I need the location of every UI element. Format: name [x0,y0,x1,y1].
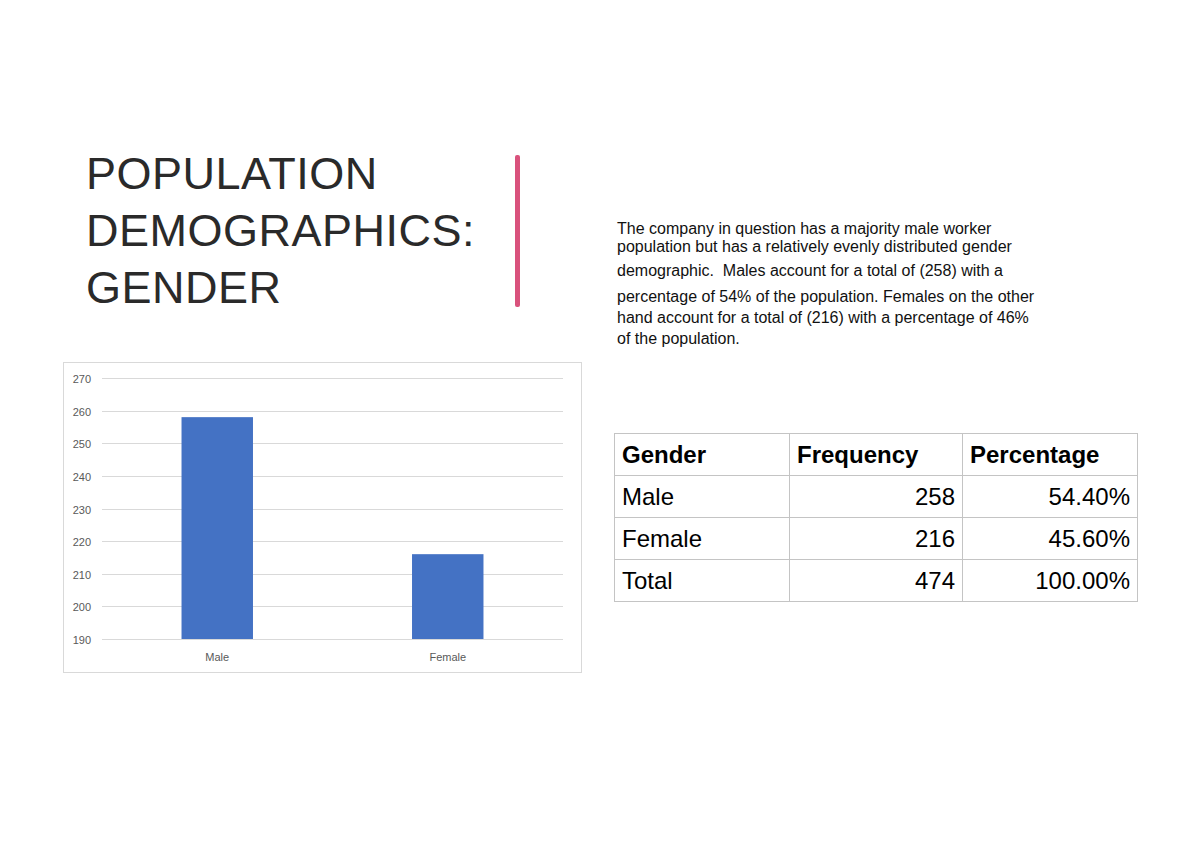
header-cell: Percentage [963,434,1138,476]
paragraph-line: percentage of 54% of the population. Fem… [617,287,1034,307]
table-cell: 45.60% [963,518,1138,560]
bar [182,417,253,639]
table-cell: Female [615,518,790,560]
y-tick-label: 210 [73,569,91,581]
table-cell: 258 [790,476,963,518]
header-row: GenderFrequencyPercentage [615,434,1138,476]
title-line: POPULATION [86,148,378,200]
table-cell: Total [615,560,790,602]
page: {"slide": {"title": ["POPULATION", "DEMO… [0,0,1200,849]
paragraph-line: hand account for a total of (216) with a… [617,308,1029,328]
paragraph-line: The company in question has a majority m… [617,219,991,239]
title-line: GENDER [86,262,282,314]
paragraph-line: demographic. Males account for a total o… [617,261,1003,281]
x-axis-line [102,639,563,640]
y-tick-label: 190 [73,634,91,646]
y-tick-label: 240 [73,471,91,483]
header-cell: Frequency [790,434,963,476]
grid-line [102,606,563,607]
chart-canvas: 190200210220230240250260270MaleFemale [0,0,1200,849]
y-tick-label: 230 [73,504,91,516]
grid-line [102,378,563,379]
chart-frame [64,363,582,673]
accent-bar [515,155,520,307]
table-row: Total474100.00% [615,560,1138,602]
table-body: GenderFrequencyPercentageMale25854.40%Fe… [615,434,1138,602]
bar [412,554,483,639]
header-cell: Gender [615,434,790,476]
data-table: GenderFrequencyPercentageMale25854.40%Fe… [614,433,1138,602]
x-tick-label: Female [429,651,466,663]
paragraph-line: population but has a relatively evenly d… [617,237,1012,257]
grid-line [102,509,563,510]
paragraph-line: of the population. [617,329,740,349]
table-cell: Male [615,476,790,518]
grid-line [102,443,563,444]
grid-line [102,574,563,575]
table-row: Female21645.60% [615,518,1138,560]
table-cell: 54.40% [963,476,1138,518]
table-row: Male25854.40% [615,476,1138,518]
grid-line [102,541,563,542]
x-tick-label: Male [205,651,229,663]
grid-line [102,476,563,477]
table-cell: 216 [790,518,963,560]
table-cell: 474 [790,560,963,602]
grid-line [102,411,563,412]
y-tick-label: 200 [73,601,91,613]
title-line: DEMOGRAPHICS: [86,205,475,257]
grid-line [102,639,563,640]
y-tick-label: 220 [73,536,91,548]
y-tick-label: 250 [73,438,91,450]
y-tick-label: 260 [73,406,91,418]
bars-group [182,417,484,639]
table-cell: 100.00% [963,560,1138,602]
y-tick-label: 270 [73,373,91,385]
